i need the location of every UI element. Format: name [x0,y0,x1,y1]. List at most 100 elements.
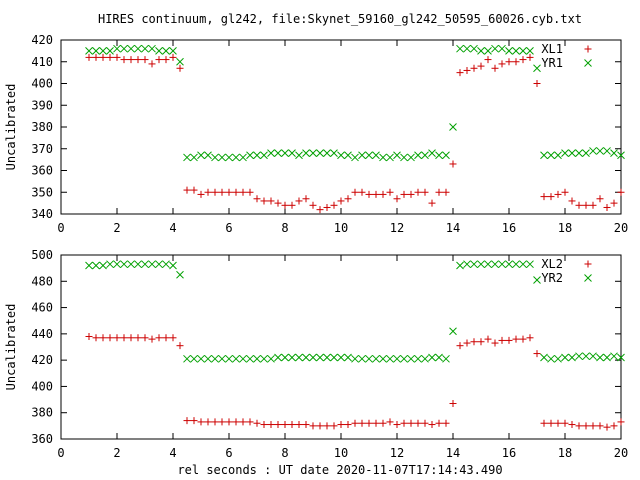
data-point-xl2 [477,338,485,346]
data-point-xl1 [239,188,247,196]
data-point-xl1 [596,195,604,203]
data-point-yr1 [190,153,198,162]
data-point-yr1 [92,47,100,55]
data-point-xl1 [505,58,513,66]
data-point-yr1 [267,149,275,157]
series-xl1 [85,53,625,214]
data-point-yr2 [603,353,611,362]
data-point-xl1 [190,186,198,194]
data-point-yr2 [239,354,247,363]
data-point-yr2 [211,354,219,363]
data-point-yr2 [246,354,254,363]
data-point-yr1 [232,153,240,162]
data-point-xl1 [113,53,121,61]
data-point-xl1 [561,188,569,196]
data-point-yr1 [365,151,373,160]
data-point-yr1 [351,153,359,162]
data-point-yr2 [134,260,142,269]
x-tick-label: 12 [390,221,404,235]
y-tick-label: 390 [31,98,53,112]
data-point-xl2 [610,422,618,430]
data-point-xl2 [575,422,583,430]
data-point-yr1 [484,47,492,55]
x-tick-label: 2 [113,221,120,235]
data-point-yr1 [288,149,296,157]
data-point-yr1 [295,151,303,160]
data-point-xl2 [414,419,422,427]
data-point-xl1 [127,56,135,64]
data-point-yr1 [260,151,268,160]
x-tick-label: 18 [558,446,572,460]
data-point-xl1 [442,188,450,196]
x-tick-label: 8 [281,221,288,235]
data-point-xl1 [302,195,310,203]
y-tick-label: 340 [31,207,53,221]
data-point-yr2 [197,354,205,363]
data-point-xl1 [449,160,457,168]
data-point-xl1 [407,190,415,198]
x-tick-label: 12 [390,446,404,460]
data-point-xl2 [568,421,576,429]
data-point-yr2 [365,354,373,363]
data-point-xl2 [176,342,184,350]
data-point-yr2 [351,354,359,363]
data-point-xl2 [365,419,373,427]
y-axis-label: Uncalibrated [4,304,18,391]
data-point-xl2 [169,334,177,342]
data-point-yr1 [120,44,128,53]
data-point-yr1 [491,44,499,53]
data-point-yr2 [274,353,282,362]
data-point-xl1 [351,188,359,196]
data-point-xl2 [127,334,135,342]
data-point-yr1 [155,47,163,55]
data-point-yr1 [435,151,443,160]
data-point-xl2 [260,421,268,429]
data-point-yr2 [547,354,555,363]
data-point-xl1 [92,53,100,61]
data-point-yr1 [134,44,142,53]
data-point-yr2 [561,353,569,362]
legend-marker-yr2 [584,274,592,282]
data-point-xl1 [120,56,128,64]
data-point-yr1 [617,151,625,160]
data-point-xl2 [603,423,611,431]
data-point-xl2 [491,339,499,347]
data-point-xl1 [225,188,233,196]
data-point-xl1 [421,188,429,196]
data-point-xl2 [302,421,310,429]
data-point-xl1 [603,203,611,211]
x-tick-label: 16 [502,446,516,460]
data-point-yr1 [512,47,520,55]
data-point-xl1 [141,56,149,64]
data-point-xl2 [113,334,121,342]
data-point-xl1 [568,197,576,205]
data-point-xl2 [442,419,450,427]
data-point-xl1 [554,190,562,198]
data-point-xl1 [547,193,555,201]
series-xl2 [85,332,625,431]
data-point-xl2 [85,332,93,340]
data-point-xl1 [512,58,520,66]
data-point-yr2 [344,353,352,362]
data-point-yr1 [547,151,555,160]
data-point-yr2 [617,353,625,362]
data-point-xl1 [582,201,590,209]
y-tick-label: 420 [31,33,53,47]
data-point-yr2 [288,353,296,362]
data-point-xl1 [533,80,541,87]
data-point-yr2 [491,260,499,269]
data-point-yr1 [589,147,597,155]
x-tick-label: 6 [225,221,232,235]
data-point-xl1 [365,190,373,198]
data-point-xl1 [162,56,170,64]
data-point-yr2 [498,260,506,269]
data-point-yr1 [246,151,254,160]
data-point-yr2 [225,354,233,363]
y-tick-label: 380 [31,406,53,420]
data-point-xl2 [239,418,247,426]
data-point-yr1 [498,44,506,53]
data-point-xl1 [463,66,471,74]
data-point-xl2 [337,421,345,429]
data-point-yr1 [141,44,149,53]
